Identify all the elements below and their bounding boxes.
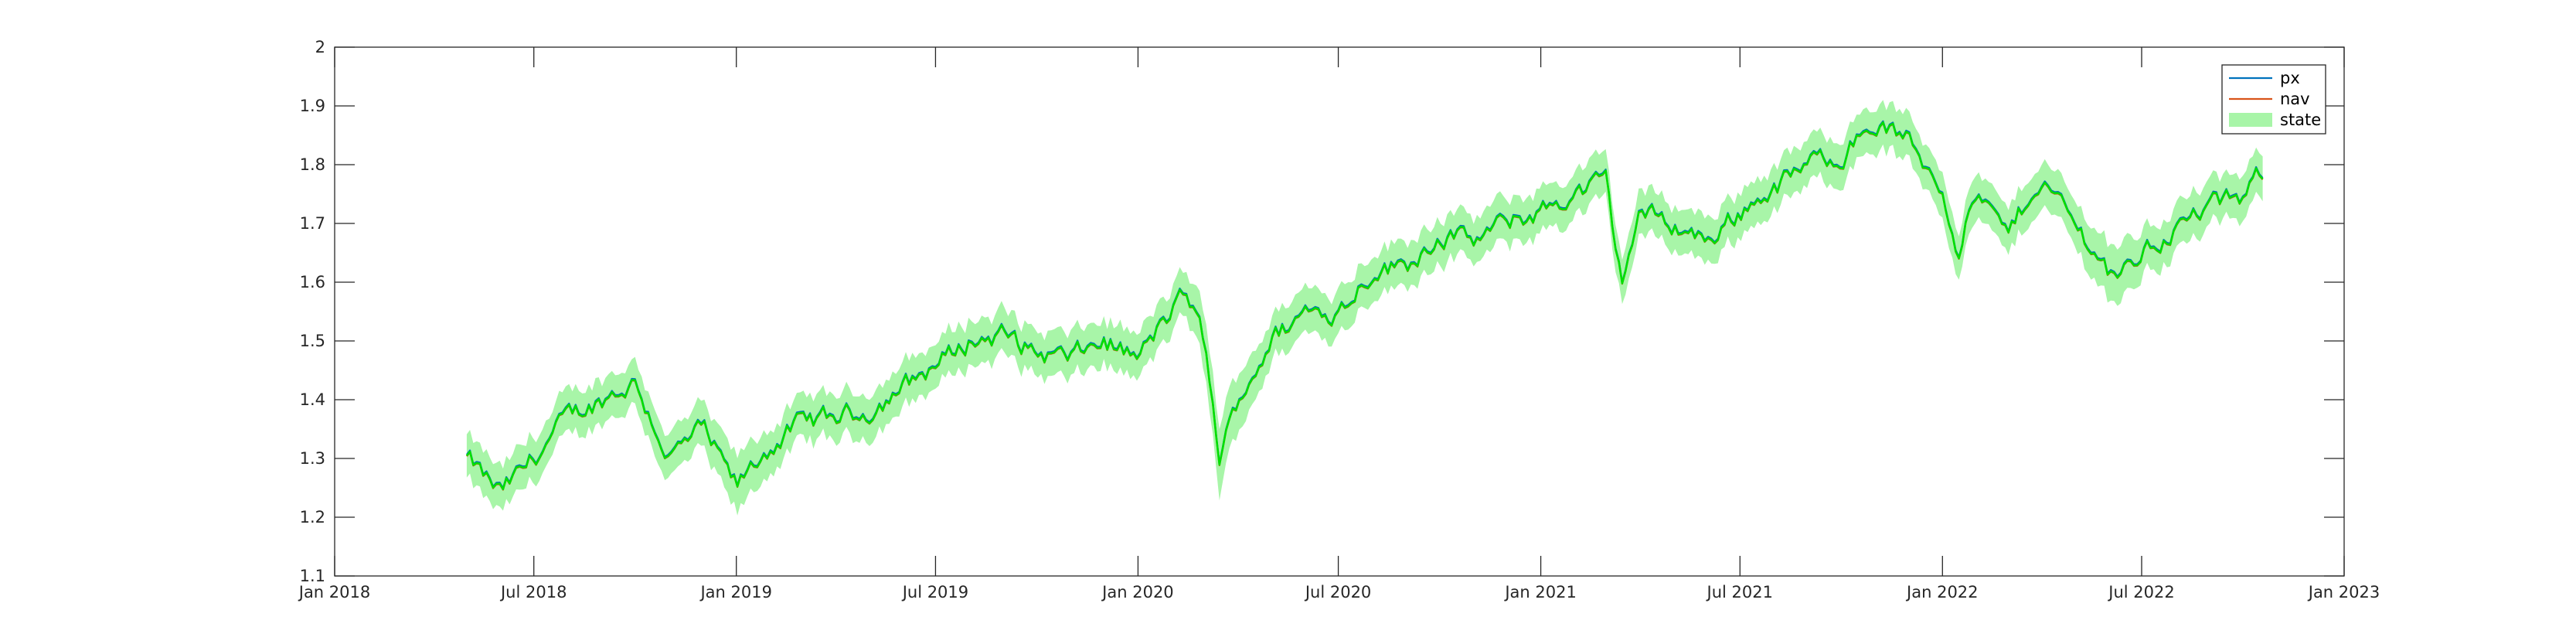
y-tick-label-1-8: 1.8: [300, 155, 325, 174]
x-tick-label-2022-07-01: Jul 2022: [2107, 583, 2174, 601]
y-tick-label-2: 2: [315, 38, 325, 56]
y-tick-label-1-1: 1.1: [300, 567, 325, 585]
axes: Jan 2018 Jul 2018 Jan 2019 Jul 2019 Jan 2020…: [298, 38, 2380, 601]
series-line-layer: [465, 120, 2264, 491]
axes-box: [334, 46, 2345, 577]
x-tick-label-2019-07-01: Jul 2019: [901, 583, 968, 601]
x-tick-label-2021-07-01: Jul 2021: [1706, 583, 1773, 601]
x-tick-label-2020-01-01: Jan 2020: [1101, 583, 1174, 601]
y-tick-label-1-5: 1.5: [300, 332, 325, 350]
x-tick-label-2021-01-01: Jan 2021: [1503, 583, 1577, 601]
y-tick-label-1-6: 1.6: [300, 273, 325, 291]
state-band-layer: [466, 100, 2263, 516]
y-tick-label-1-9: 1.9: [300, 97, 325, 115]
x-tick-label-2020-07-01: Jul 2020: [1304, 583, 1371, 601]
x-tick-label-2023-01-01: Jan 2023: [2307, 583, 2380, 601]
legend-label-state: state: [2280, 111, 2321, 129]
legend: px nav state: [2221, 64, 2326, 135]
state-band: [466, 100, 2263, 516]
legend-label-nav: nav: [2280, 90, 2310, 108]
y-tick-label-1-7: 1.7: [300, 214, 325, 233]
x-tick-label-2018-01-01: Jan 2018: [298, 583, 371, 601]
x-tick-label-2022-01-01: Jan 2022: [1905, 583, 1979, 601]
legend-swatch-state: [2229, 113, 2272, 127]
series-line-state: [465, 121, 2264, 491]
x-tick-label-2019-01-01: Jan 2019: [699, 583, 772, 601]
x-tick-label-2018-07-01: Jul 2018: [499, 583, 567, 601]
y-tick-label-1-2: 1.2: [300, 508, 325, 526]
y-tick-label-1-3: 1.3: [300, 449, 325, 468]
legend-label-px: px: [2280, 69, 2300, 87]
y-tick-label-1-4: 1.4: [300, 390, 325, 409]
